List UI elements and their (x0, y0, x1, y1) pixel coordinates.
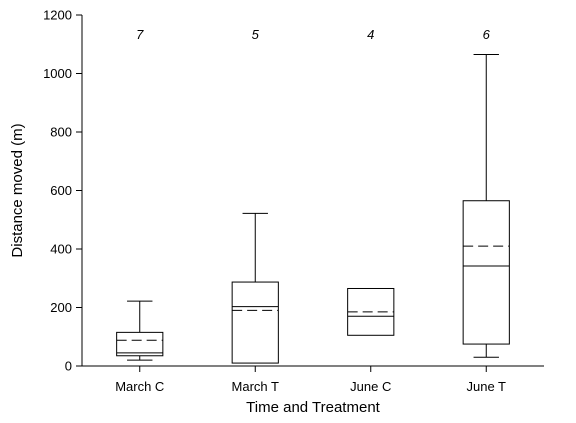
interquartile-box (116, 331, 164, 357)
y-axis-ticks: 0 200 400 600 800 1000 1200 (43, 8, 82, 374)
interquartile-box (231, 281, 279, 364)
x-tick-label: June T (466, 379, 506, 394)
x-tick-label: March T (232, 379, 279, 394)
x-axis-ticks: March C March T June C June T (115, 366, 506, 394)
y-tick-label: 800 (50, 125, 72, 140)
y-tick-label: 200 (50, 300, 72, 315)
sample-size-label: 6 (483, 27, 491, 42)
x-tick-label: June C (350, 379, 391, 394)
y-tick-label: 1000 (43, 66, 72, 81)
y-tick-label: 1200 (43, 8, 72, 23)
sample-size-label: 5 (252, 27, 260, 42)
interquartile-box (462, 200, 510, 345)
x-tick-label: March C (115, 379, 164, 394)
y-tick-label: 600 (50, 183, 72, 198)
box-group: 4 (347, 27, 395, 336)
box-group: 6 (462, 27, 510, 358)
box-group: 7 (116, 27, 164, 361)
y-axis-label: Distance moved (m) (9, 123, 26, 257)
y-tick-label: 0 (65, 359, 72, 374)
box-group: 5 (231, 27, 279, 364)
sample-size-label: 7 (136, 27, 144, 42)
x-axis-label: Time and Treatment (246, 399, 380, 416)
box-series: 7 5 4 6 (116, 27, 510, 364)
y-tick-label: 400 (50, 242, 72, 257)
plot-area: 0 200 400 600 800 1000 1200 March C March T June… (43, 8, 544, 394)
sample-size-label: 4 (367, 27, 374, 42)
